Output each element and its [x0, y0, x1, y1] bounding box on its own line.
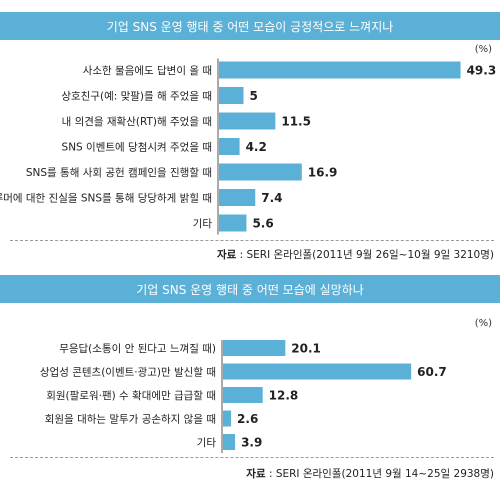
- chart-2-value-label: 2.6: [237, 412, 258, 426]
- chart-2-bar: [223, 410, 232, 427]
- chart-2-category-label: 회원을 대하는 말투가 공손하지 않을 때: [45, 413, 216, 426]
- chart-1-category-label: SNS를 통해 사회 공헌 캠페인을 진행할 때: [26, 166, 212, 179]
- chart-1-bar: [219, 87, 244, 104]
- chart-1-category-label: 내 의견을 재확산(RT)해 주었을 때: [62, 115, 212, 128]
- chart-2-category-label: 상업성 콘텐츠(이벤트·광고)만 발신할 때: [40, 366, 216, 379]
- chart-1-source: 자료 : SERI 온라인폴(2011년 9월 26일~10월 9일 3210명…: [217, 247, 494, 262]
- chart-1-bar: [219, 61, 461, 79]
- chart-2-source-text: : SERI 온라인폴(2011년 9월 14~25일 2938명): [265, 468, 494, 480]
- chart-1-bar: [219, 189, 256, 206]
- chart-1-bar: [219, 112, 276, 130]
- chart-1-category-label: 기타: [193, 218, 213, 230]
- chart-2-category-label: 기타: [197, 437, 217, 449]
- chart-1-category-label: 상호친구(예: 맞팔)를 해 주었을 때: [61, 90, 212, 103]
- chart-1-value-label: 5.6: [252, 217, 273, 231]
- chart-1-divider: [10, 240, 494, 241]
- chart-2-source: 자료 : SERI 온라인폴(2011년 9월 14~25일 2938명): [246, 466, 494, 481]
- chart-1-bar: [219, 214, 247, 232]
- chart-2-source-label: 자료: [246, 468, 266, 480]
- chart-1-title: 기업 SNS 운영 행태 중 어떤 모습이 긍정적으로 느껴지나: [0, 12, 500, 40]
- chart-2-value-label: 60.7: [417, 365, 447, 379]
- chart-1: 사소한 물음에도 답변이 올 때 49.3 상호친구(예: 맞팔)를 해 주었을 때…: [0, 58, 500, 238]
- chart-1-value-label: 5: [250, 89, 258, 103]
- chart-2-value-label: 20.1: [291, 342, 321, 356]
- chart-2: 무응답(소통이 안 된다고 느껴질 때) 20.1 상업성 콘텐츠(이벤트·광고)만…: [0, 340, 500, 456]
- chart-2-divider: [10, 457, 494, 458]
- chart-1-bar: [219, 163, 302, 181]
- chart-1-source-text: : SERI 온라인폴(2011년 9월 26일~10월 9일 3210명): [236, 249, 494, 261]
- chart-1-value-label: 11.5: [281, 115, 311, 129]
- chart-1-category-label: 루머에 대한 진실을 SNS를 통해 당당하게 밝힐 때: [0, 192, 212, 205]
- chart-1-value-label: 49.3: [467, 64, 497, 78]
- chart-1-category-label: 사소한 물음에도 답변이 올 때: [83, 65, 212, 77]
- chart-1-value-label: 16.9: [308, 166, 338, 180]
- chart-2-bar: [223, 434, 236, 450]
- chart-2-category-label: 회원(팔로워·팬) 수 확대에만 급급할 때: [46, 389, 216, 402]
- chart-1-source-label: 자료: [216, 249, 237, 261]
- chart-1-unit: (%): [474, 44, 492, 55]
- chart-2-bar: [223, 363, 412, 380]
- chart-2-value-label: 12.8: [269, 389, 299, 403]
- chart-2-title: 기업 SNS 운영 행태 중 어떤 모습에 실망하나: [0, 275, 500, 303]
- chart-2-bar: [223, 340, 286, 356]
- chart-1-category-label: SNS 이벤트에 당첨시켜 주었을 때: [62, 142, 212, 154]
- chart-2-value-label: 3.9: [241, 436, 262, 450]
- chart-2-category-label: 무응답(소통이 안 된다고 느껴질 때): [59, 343, 216, 355]
- chart-2-unit: (%): [474, 318, 492, 329]
- chart-1-bar: [219, 138, 240, 155]
- chart-1-value-label: 7.4: [261, 191, 282, 205]
- chart-1-value-label: 4.2: [246, 140, 267, 154]
- chart-2-bar: [223, 387, 263, 403]
